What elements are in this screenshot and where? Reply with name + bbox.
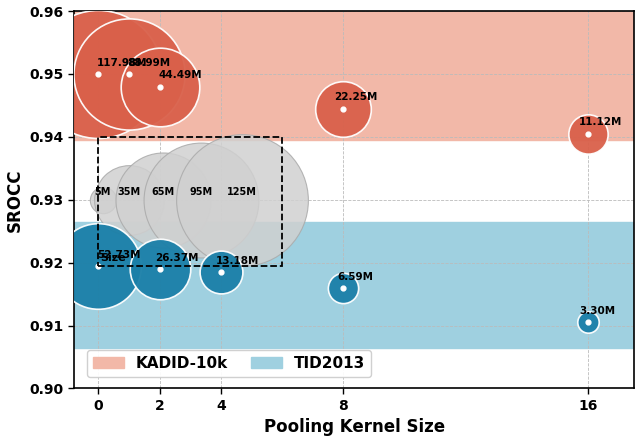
- Point: [93, 262, 104, 269]
- Point: [339, 105, 349, 112]
- Point: [157, 196, 168, 203]
- Text: 52.73M: 52.73M: [97, 250, 140, 259]
- Text: 65M: 65M: [151, 187, 174, 197]
- Point: [584, 130, 594, 137]
- Bar: [99, 137, 282, 266]
- Point: [339, 105, 349, 112]
- Point: [154, 265, 164, 272]
- Point: [124, 196, 134, 203]
- Point: [196, 196, 206, 203]
- Point: [93, 70, 104, 77]
- Text: 5M: 5M: [95, 187, 111, 197]
- Text: 44.49M: 44.49M: [158, 70, 202, 80]
- Point: [339, 284, 349, 291]
- Text: 13.18M: 13.18M: [216, 256, 260, 266]
- Point: [216, 269, 226, 276]
- Point: [584, 319, 594, 326]
- Point: [154, 265, 164, 272]
- Text: 117.98M: 117.98M: [97, 57, 147, 68]
- Text: 11.12M: 11.12M: [579, 118, 623, 127]
- Point: [339, 284, 349, 291]
- Point: [154, 83, 164, 90]
- Text: 6.59M: 6.59M: [337, 271, 373, 282]
- Point: [93, 70, 104, 77]
- Text: 35M: 35M: [117, 187, 141, 197]
- Text: 125M: 125M: [227, 187, 257, 197]
- Legend: KADID-10k, TID2013: KADID-10k, TID2013: [87, 350, 371, 377]
- Bar: [74, 222, 634, 347]
- Point: [216, 269, 226, 276]
- Point: [584, 130, 594, 137]
- Y-axis label: SROCC: SROCC: [6, 168, 24, 232]
- Point: [93, 262, 104, 269]
- Bar: [74, 5, 634, 140]
- X-axis label: Pooling Kernel Size: Pooling Kernel Size: [264, 419, 445, 436]
- Point: [237, 196, 248, 203]
- Text: 22.25M: 22.25M: [334, 92, 378, 102]
- Point: [124, 70, 134, 77]
- Point: [98, 196, 108, 203]
- Text: 26.37M: 26.37M: [155, 253, 198, 263]
- Point: [124, 70, 134, 77]
- Point: [584, 319, 594, 326]
- Text: Size: Size: [100, 253, 126, 263]
- Text: 88.99M: 88.99M: [127, 57, 170, 68]
- Text: 3.30M: 3.30M: [579, 306, 616, 316]
- Text: 95M: 95M: [189, 187, 212, 197]
- Point: [154, 83, 164, 90]
